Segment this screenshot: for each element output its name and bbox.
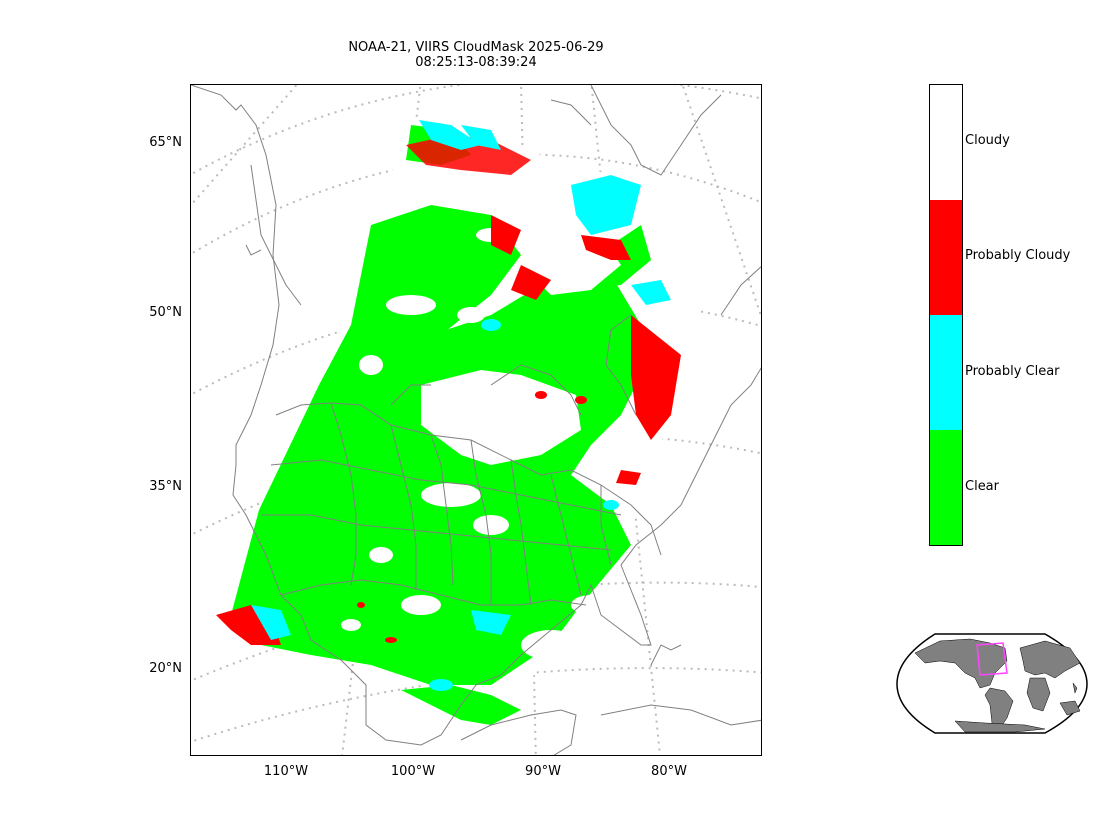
cloudmask-map [190, 84, 762, 756]
colorbar-label-clear: Clear [965, 479, 999, 494]
swath [216, 115, 711, 725]
colorbar-segment-probably-clear [930, 315, 962, 430]
map-svg [191, 85, 761, 755]
colorbar-segment-probably-cloudy [930, 200, 962, 315]
colorbar-segment-cloudy [930, 85, 962, 200]
lon-label-100: 100°W [390, 764, 436, 779]
map-title: NOAA-21, VIIRS CloudMask 2025-06-29 08:2… [190, 40, 762, 70]
lon-label-80: 80°W [651, 764, 687, 779]
lat-label-50: 50°N [149, 305, 182, 320]
coastlines [191, 85, 761, 755]
colorbar [929, 84, 963, 546]
title-line-1: NOAA-21, VIIRS CloudMask 2025-06-29 [348, 40, 604, 55]
lat-label-20: 20°N [149, 661, 182, 676]
lon-label-110: 110°W [263, 764, 309, 779]
lon-label-90: 90°W [525, 764, 561, 779]
swath-location-box [976, 642, 1008, 676]
colorbar-label-probably-cloudy: Probably Cloudy [965, 248, 1071, 263]
title-line-2: 08:25:13-08:39:24 [415, 55, 537, 70]
colorbar-label-cloudy: Cloudy [965, 133, 1010, 148]
world-land [914, 638, 1081, 733]
colorbar-segment-clear [930, 430, 962, 545]
lat-label-65: 65°N [149, 135, 182, 150]
world-inset-map [896, 633, 1088, 734]
lat-label-35: 35°N [149, 479, 182, 494]
colorbar-label-probably-clear: Probably Clear [965, 364, 1060, 379]
